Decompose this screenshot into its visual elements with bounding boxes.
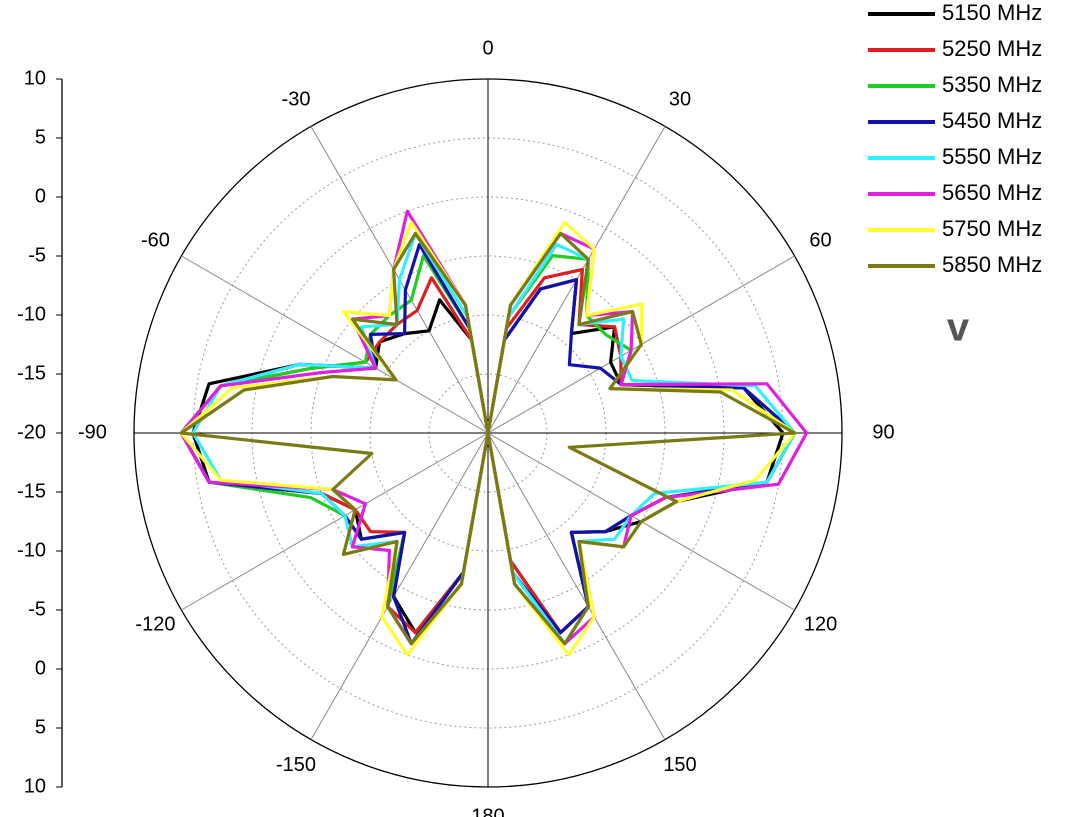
annotation: v: [947, 306, 970, 350]
legend-label: 5250 MHz: [942, 36, 1042, 61]
angle-label: 180: [471, 805, 504, 817]
angle-label: -30: [282, 89, 311, 111]
spoke: [310, 432, 489, 740]
r-tick-label: 0: [35, 657, 46, 679]
angle-label: 60: [809, 229, 831, 251]
angle-label: 30: [669, 89, 691, 111]
r-tick-label: -5: [28, 598, 46, 620]
spoke: [487, 432, 666, 740]
legend-label: 5750 MHz: [942, 216, 1042, 241]
legend-label: 5450 MHz: [942, 108, 1042, 133]
angle-label: 150: [663, 754, 696, 776]
r-tick-label: 0: [35, 185, 46, 207]
r-tick-label: -5: [28, 244, 46, 266]
legend-label: 5850 MHz: [942, 252, 1042, 277]
r-tick-label: 10: [24, 67, 46, 89]
spoke: [181, 255, 489, 434]
angle-label: 120: [804, 613, 837, 635]
angle-label: 90: [872, 421, 894, 443]
r-tick-label: 5: [35, 716, 46, 738]
legend-label: 5550 MHz: [942, 144, 1042, 169]
spoke: [181, 432, 489, 611]
angle-label: 0: [482, 37, 493, 59]
r-tick-label: -15: [17, 480, 46, 502]
series-line: [179, 231, 797, 646]
angle-label: -60: [141, 229, 170, 251]
angle-label: -90: [78, 421, 107, 443]
legend-label: 5350 MHz: [942, 72, 1042, 97]
legend-label: 5150 MHz: [942, 0, 1042, 25]
r-tick-label: -15: [17, 362, 46, 384]
angle-label: -120: [135, 613, 175, 635]
legend-label: 5650 MHz: [942, 180, 1042, 205]
r-tick-label: -20: [17, 421, 46, 443]
r-tick-label: 10: [24, 775, 46, 797]
r-tick-label: 5: [35, 126, 46, 148]
angle-label: -150: [276, 754, 316, 776]
r-tick-label: -10: [17, 539, 46, 561]
r-tick-label: -10: [17, 303, 46, 325]
series-line: [179, 209, 809, 646]
